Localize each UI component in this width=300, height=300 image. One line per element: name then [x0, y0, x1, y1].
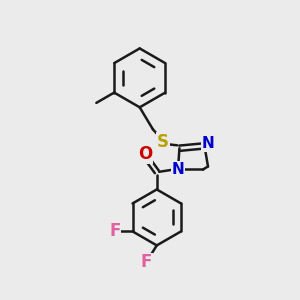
Text: O: O: [138, 145, 152, 163]
Text: N: N: [202, 136, 214, 151]
Text: F: F: [109, 222, 121, 240]
Text: F: F: [141, 254, 152, 272]
Text: N: N: [172, 162, 184, 177]
Text: S: S: [157, 133, 169, 151]
